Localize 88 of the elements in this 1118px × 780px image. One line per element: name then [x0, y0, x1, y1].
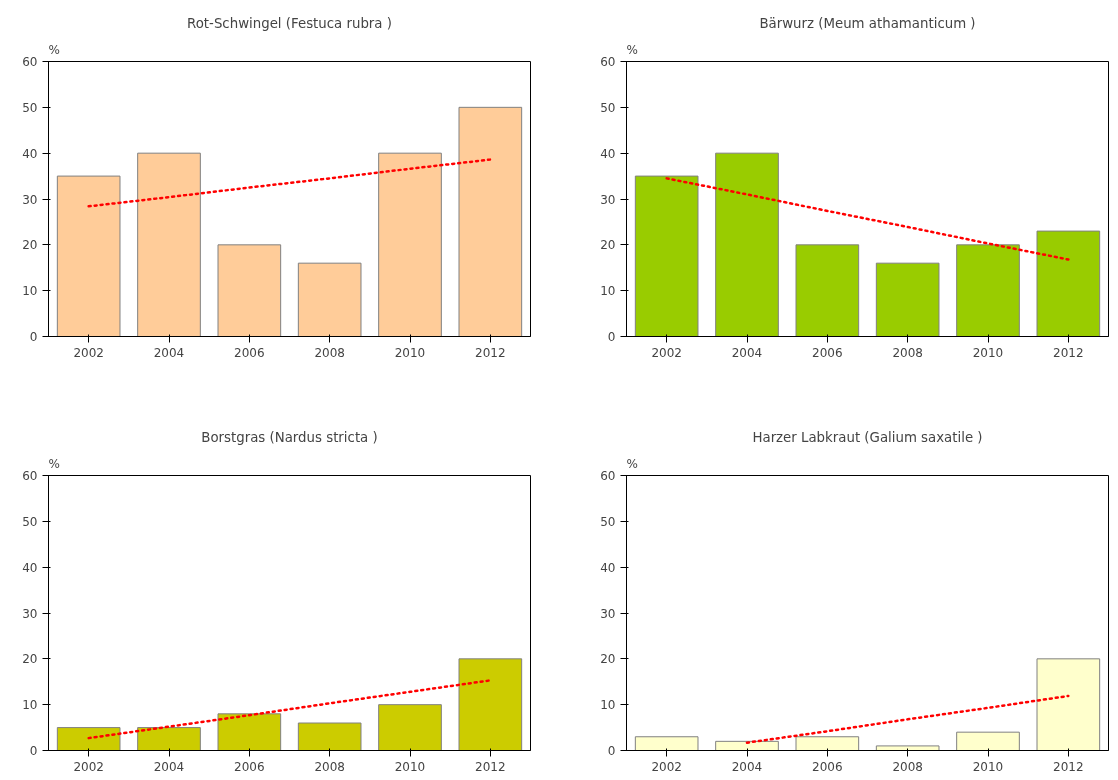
y-tick-label: 30 [600, 192, 616, 207]
x-tick-label: 2008 [892, 345, 923, 360]
y-tick-label: 40 [22, 146, 38, 161]
x-tick-label: 2002 [651, 345, 682, 360]
y-tick-label: 50 [600, 514, 616, 529]
chart-title: Bärwurz (Meum athamanticum ) [759, 15, 976, 31]
y-axis-title: % [48, 42, 60, 57]
x-tick-label: 2012 [1053, 345, 1084, 360]
bar [458, 106, 523, 337]
bar [137, 152, 201, 337]
bar [56, 175, 121, 337]
chart-title: Harzer Labkraut (Galium saxatile ) [752, 429, 983, 445]
chart-title: Borstgras (Nardus stricta ) [201, 429, 378, 445]
y-tick-label: 0 [607, 744, 616, 758]
x-tick-label: 2010 [972, 345, 1004, 360]
y-tick-label: 40 [600, 560, 616, 575]
y-tick-label: 50 [22, 100, 38, 115]
y-tick-label: 10 [22, 698, 38, 713]
x-tick-label: 2004 [153, 759, 185, 774]
y-tick-label: 30 [22, 606, 38, 621]
y-tick-label: 0 [29, 330, 38, 344]
bar [458, 658, 523, 751]
bar [956, 244, 1020, 337]
bar [1036, 230, 1101, 337]
bar [56, 727, 121, 751]
bar [634, 736, 699, 751]
x-tick-label: 2002 [73, 759, 104, 774]
y-tick-label: 60 [22, 55, 38, 69]
bar [715, 740, 779, 751]
x-tick-label: 2008 [892, 759, 923, 774]
y-tick-label: 60 [22, 469, 38, 483]
x-tick-label: 2008 [314, 345, 345, 360]
y-tick-label: 20 [600, 238, 616, 253]
x-tick-label: 2004 [731, 345, 763, 360]
bar [875, 262, 940, 337]
bar [795, 244, 860, 337]
bar [297, 262, 362, 337]
y-tick-label: 30 [22, 192, 38, 207]
x-tick-label: 2012 [475, 345, 506, 360]
bar [1036, 658, 1101, 751]
bar [217, 244, 282, 337]
x-tick-label: 2002 [73, 345, 104, 360]
x-tick-label: 2012 [1053, 759, 1084, 774]
bar [378, 152, 442, 337]
chart-title: Rot-Schwingel (Festuca rubra ) [187, 15, 392, 31]
x-tick-label: 2010 [972, 759, 1004, 774]
line-series [87, 158, 492, 208]
line-series [87, 679, 492, 740]
x-tick-label: 2002 [651, 759, 682, 774]
x-tick-label: 2008 [314, 759, 345, 774]
x-tick-label: 2006 [234, 345, 265, 360]
bar [715, 152, 779, 337]
line-series [745, 694, 1070, 744]
y-axis-title: % [48, 456, 60, 471]
y-tick-label: 50 [22, 514, 38, 529]
bar [875, 745, 940, 751]
y-axis-title: % [626, 456, 638, 471]
x-tick-label: 2012 [475, 759, 506, 774]
x-tick-label: 2006 [234, 759, 265, 774]
bar [217, 713, 282, 751]
bar [634, 175, 699, 337]
bar [297, 722, 362, 751]
line-series [665, 177, 1070, 261]
x-tick-label: 2006 [812, 759, 843, 774]
bar [378, 704, 442, 751]
y-tick-label: 0 [29, 744, 38, 758]
x-tick-label: 2004 [731, 759, 763, 774]
bar [795, 736, 860, 751]
y-tick-label: 0 [607, 330, 616, 344]
y-tick-label: 50 [600, 100, 616, 115]
y-tick-label: 60 [600, 469, 616, 483]
y-tick-label: 10 [22, 284, 38, 299]
y-tick-label: 20 [600, 652, 616, 667]
y-tick-label: 20 [22, 652, 38, 667]
y-tick-label: 20 [22, 238, 38, 253]
y-tick-label: 10 [600, 698, 616, 713]
x-tick-label: 2010 [394, 345, 426, 360]
x-tick-label: 2004 [153, 345, 185, 360]
x-tick-label: 2006 [812, 345, 843, 360]
y-tick-label: 30 [600, 606, 616, 621]
x-tick-label: 2010 [394, 759, 426, 774]
y-tick-label: 10 [600, 284, 616, 299]
y-tick-label: 40 [22, 560, 38, 575]
y-tick-label: 60 [600, 55, 616, 69]
y-tick-label: 40 [600, 146, 616, 161]
bar [137, 727, 201, 751]
y-axis-title: % [626, 42, 638, 57]
bar [956, 731, 1020, 751]
